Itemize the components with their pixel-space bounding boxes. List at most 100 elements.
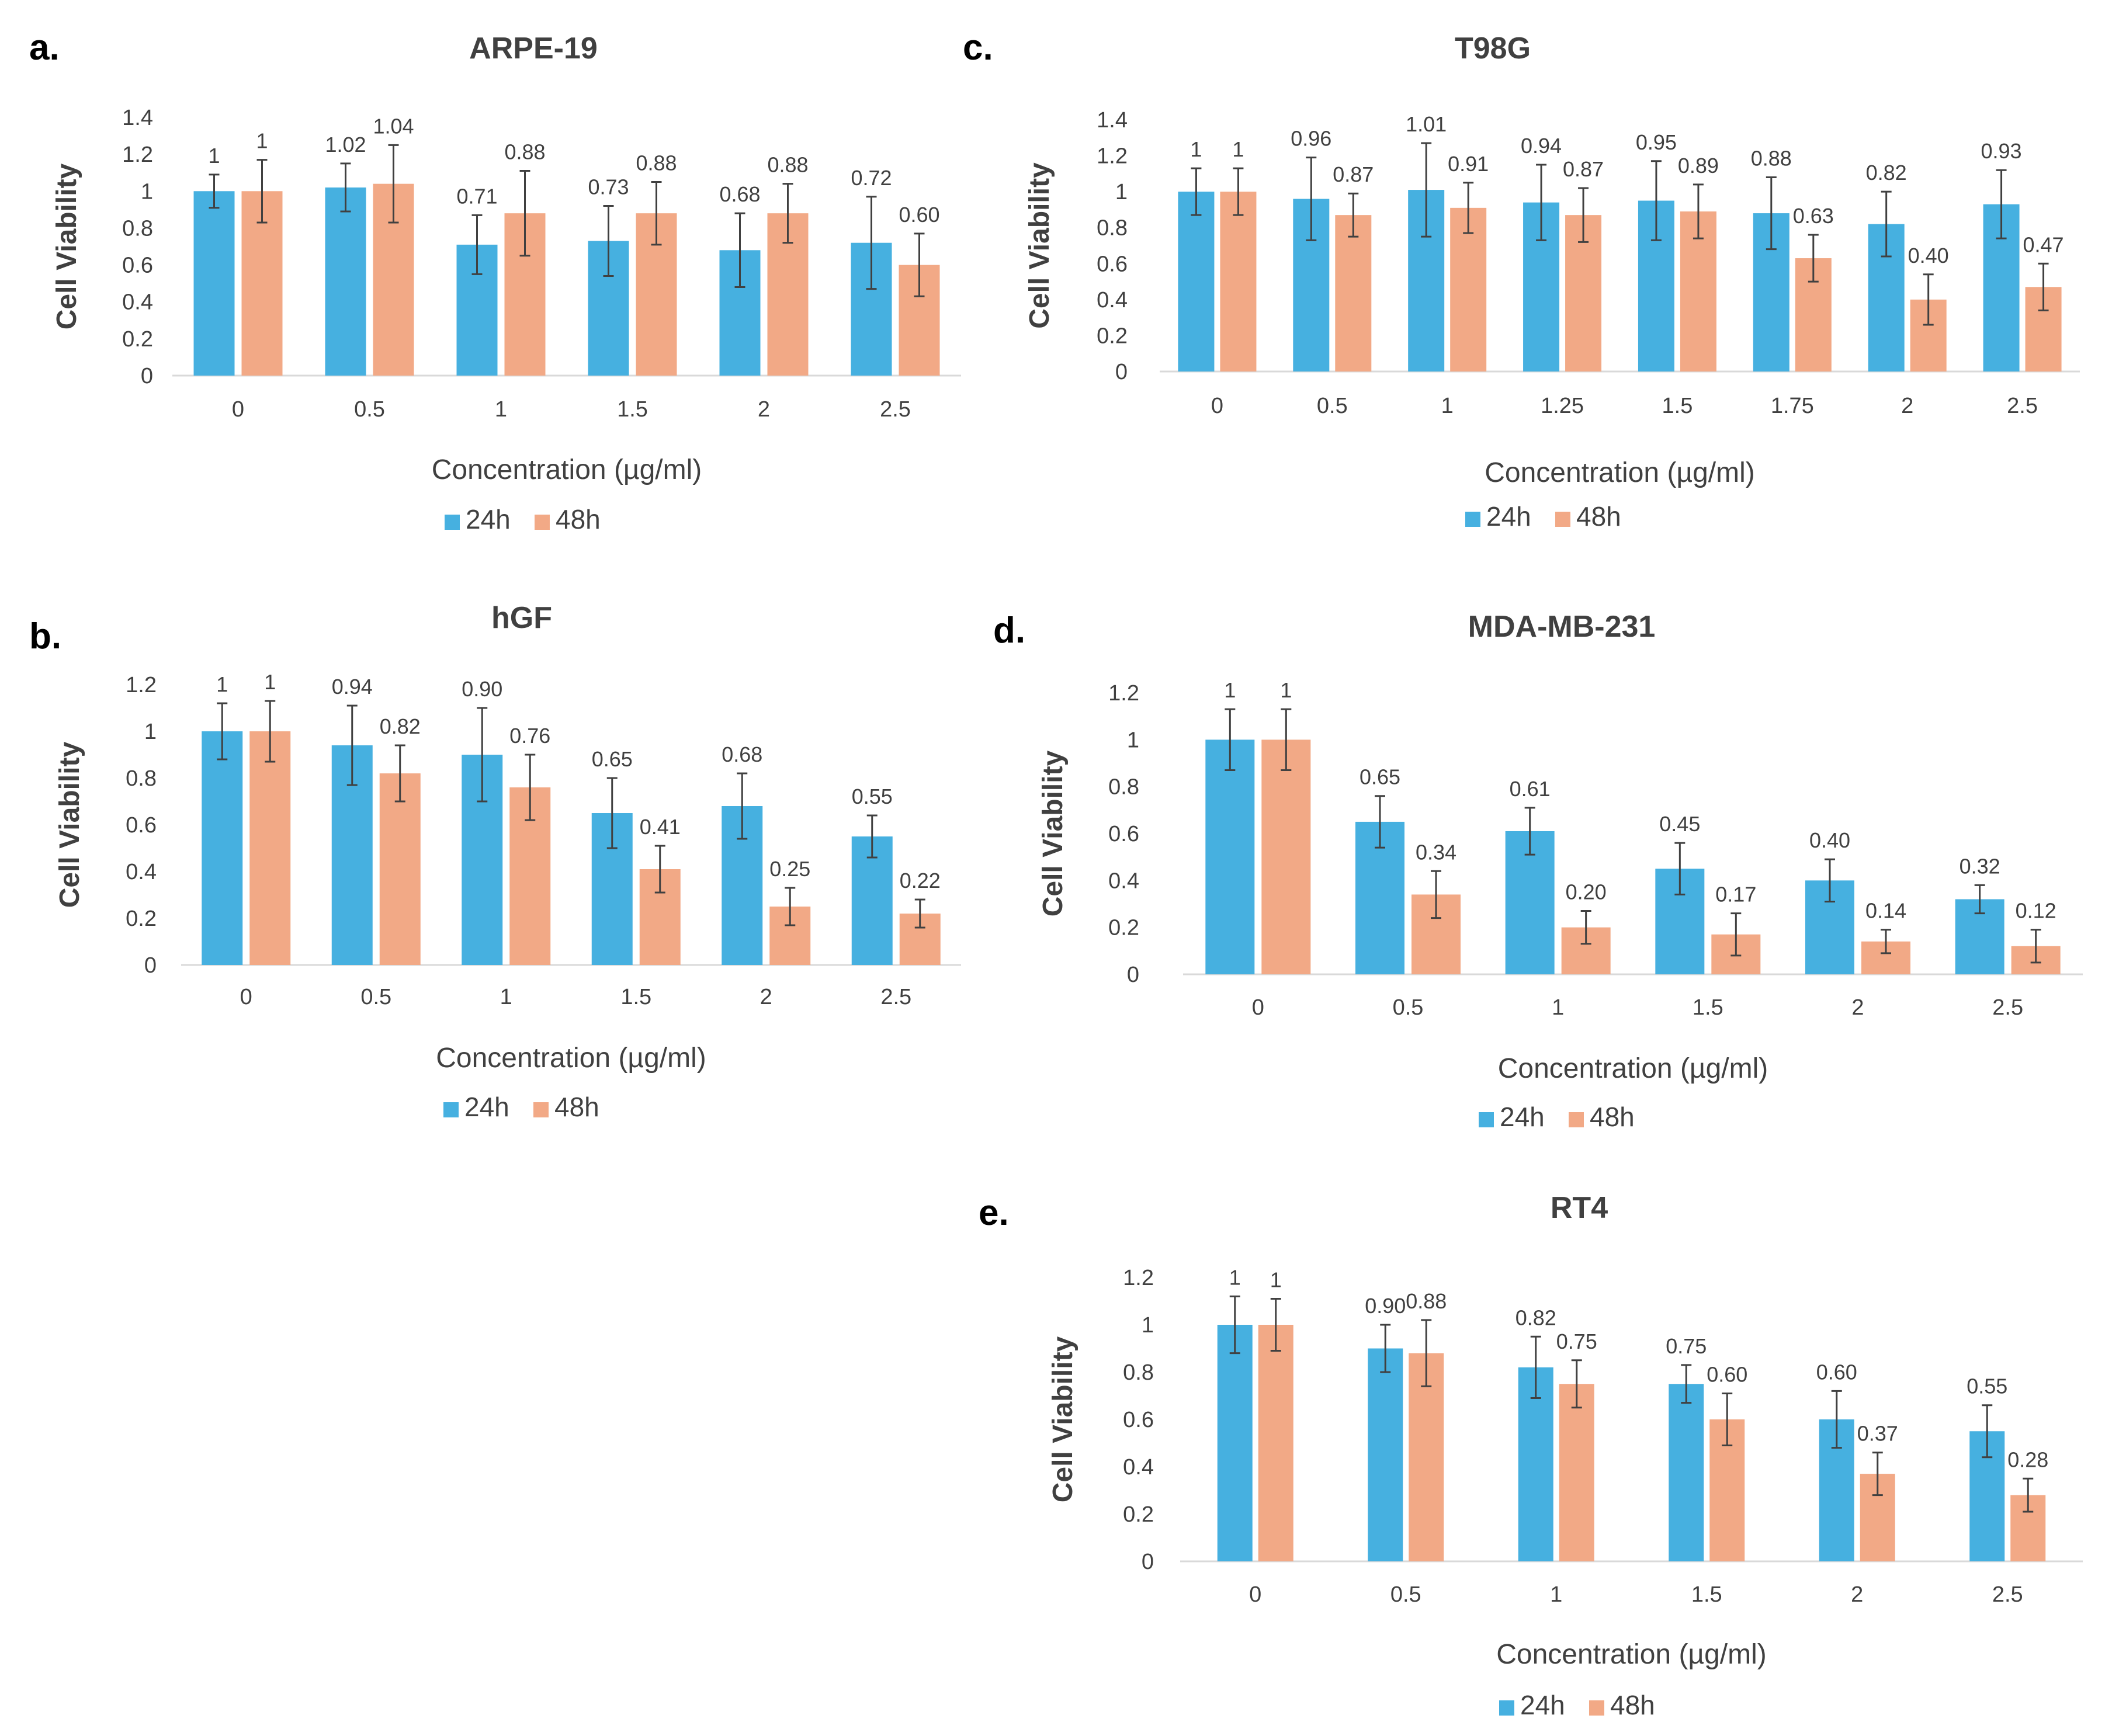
error-bar-24h-0: [209, 173, 220, 209]
y-axis-title: Cell Viability: [1024, 162, 1055, 329]
data-label-24h-0: 1: [208, 144, 220, 168]
data-label-48h-0.5: 0.87: [1333, 162, 1374, 186]
data-label-24h-0: 1: [1224, 678, 1236, 702]
y-tick-label: 0: [141, 364, 153, 388]
x-tick-label: 0.5: [360, 985, 391, 1009]
data-label-24h-2.5: 0.32: [1960, 854, 2000, 878]
legend: 24h 48h: [445, 504, 601, 534]
chart-title: hGF: [491, 601, 552, 635]
y-tick-label: 0.6: [1108, 822, 1139, 846]
error-bar-48h-0: [256, 159, 268, 224]
x-tick-label: 2.5: [880, 985, 911, 1009]
data-label-48h-1.5: 0.60: [1707, 1362, 1747, 1386]
data-label-24h-1.5: 0.73: [588, 175, 629, 199]
error-bar-24h-1.25: [1536, 164, 1547, 241]
y-tick-label: 0.8: [1108, 775, 1139, 800]
x-tick-label: 0.5: [354, 397, 385, 422]
data-label-24h-0.5: 0.94: [332, 675, 373, 699]
data-label-48h-0: 1: [1232, 137, 1244, 161]
error-bar-48h-1: [1580, 910, 1591, 945]
legend-label-48h: 48h: [556, 504, 601, 534]
y-tick-label: 0: [144, 953, 157, 978]
chart-panel-arpe-19: a. ARPE-19 0 0.2 0.4 0.6 0.8 1 1.2 1.4 Cell Viabil…: [29, 27, 961, 534]
bar-24h-0: [1217, 1325, 1253, 1561]
legend-swatch-24h: [443, 1102, 459, 1117]
legend-swatch-48h: [1589, 1700, 1604, 1716]
error-bar-48h-0: [1233, 167, 1244, 216]
legend-swatch-24h: [1479, 1112, 1494, 1127]
x-axis-title: Concentration (µg/ml): [1496, 1639, 1767, 1670]
y-axis-title: Cell Viability: [51, 163, 82, 329]
legend-label-24h: 24h: [464, 1092, 509, 1122]
x-axis-title: Concentration (µg/ml): [1498, 1053, 1768, 1084]
data-label-48h-2: 0.37: [1857, 1422, 1898, 1446]
data-label-24h-0.5: 1.02: [325, 133, 366, 157]
data-label-48h-2.5: 0.28: [2007, 1447, 2048, 1471]
bar-48h-0.5: [1335, 215, 1372, 371]
bar-48h-0: [1261, 739, 1311, 974]
error-bar-48h-2: [785, 887, 796, 926]
data-label-24h-0: 1: [1190, 137, 1202, 161]
y-tick-label: 0.2: [126, 907, 157, 931]
chart-panel-mda-mb-231: d. MDA-MB-231 0 0.2 0.4 0.6 0.8 1 1.2 Cell Viabil…: [993, 610, 2083, 1132]
legend-label-48h: 48h: [1610, 1690, 1655, 1720]
data-label-48h-2.5: 0.47: [2023, 232, 2064, 256]
bar-24h-0: [1178, 192, 1215, 371]
error-bar-24h-0.5: [346, 704, 358, 786]
bar-48h-0.5: [1409, 1353, 1444, 1561]
x-tick-label: 1.5: [1693, 995, 1723, 1020]
data-label-24h-1: 0.61: [1510, 777, 1551, 801]
data-label-24h-0.5: 0.90: [1365, 1294, 1406, 1318]
error-bar-48h-0.5: [394, 744, 405, 803]
error-bar-48h-0: [265, 700, 276, 763]
x-tick-label: 0: [240, 985, 252, 1009]
data-label-24h-1.5: 0.75: [1666, 1334, 1707, 1358]
x-tick-label: 1: [1441, 394, 1454, 418]
error-bar-24h-1: [1530, 1335, 1541, 1400]
error-bar-24h-2: [737, 772, 748, 840]
data-label-24h-1.75: 0.88: [1751, 147, 1792, 171]
data-label-48h-1.5: 0.88: [636, 151, 677, 175]
legend-swatch-24h: [1465, 512, 1480, 527]
data-label-48h-0.5: 0.82: [380, 714, 421, 738]
x-tick-label: 1: [1550, 1582, 1562, 1607]
x-tick-label: 0.5: [1393, 995, 1424, 1020]
error-bar-48h-1.5: [651, 181, 662, 246]
data-label-24h-2: 0.82: [1866, 161, 1907, 185]
error-bar-24h-0.5: [1306, 157, 1317, 241]
error-bar-48h-2: [1881, 929, 1891, 954]
y-tick-label: 0: [1142, 1550, 1154, 1574]
error-bar-24h-0: [1191, 167, 1202, 216]
x-tick-label: 0.5: [1390, 1582, 1421, 1607]
bar-24h-0: [1205, 739, 1255, 974]
data-label-24h-2.5: 0.55: [852, 784, 893, 808]
x-tick-label: 2: [1851, 995, 1864, 1020]
y-tick-label: 0.6: [122, 254, 153, 278]
y-axis-title: Cell Viability: [54, 741, 85, 908]
data-label-48h-1: 0.88: [504, 140, 545, 164]
data-label-24h-0.5: 0.65: [1360, 765, 1400, 789]
x-tick-label: 2: [760, 985, 772, 1009]
chart-panel-t98g: c. T98G 0 0.2 0.4 0.6 0.8 1 1.2 1.4 Cell Viability…: [963, 27, 2080, 532]
error-bar-24h-0: [217, 702, 228, 761]
x-tick-label: 1.5: [1662, 394, 1693, 418]
error-bar-24h-1: [1524, 807, 1535, 856]
data-label-24h-2.5: 0.72: [851, 166, 892, 190]
data-label-48h-1.5: 0.89: [1678, 154, 1719, 178]
chart-title: MDA-MB-231: [1468, 610, 1656, 644]
x-tick-label: 1: [500, 985, 512, 1009]
error-bar-48h-1.5: [1722, 1392, 1733, 1447]
legend-swatch-48h: [533, 1102, 549, 1117]
data-label-24h-2.5: 0.55: [1967, 1374, 2007, 1398]
y-axis-title: Cell Viability: [1038, 750, 1069, 916]
x-tick-label: 2.5: [2007, 394, 2038, 418]
error-bar-48h-2: [1872, 1452, 1883, 1497]
error-bar-24h-0: [1229, 1295, 1240, 1355]
y-tick-label: 1.4: [1097, 108, 1128, 133]
error-bar-24h-1.75: [1766, 176, 1777, 251]
data-label-24h-1.5: 0.45: [1659, 812, 1700, 836]
x-tick-label: 1.5: [1691, 1582, 1722, 1607]
y-tick-label: 0.8: [1123, 1360, 1154, 1385]
y-tick-label: 1: [1115, 180, 1128, 204]
